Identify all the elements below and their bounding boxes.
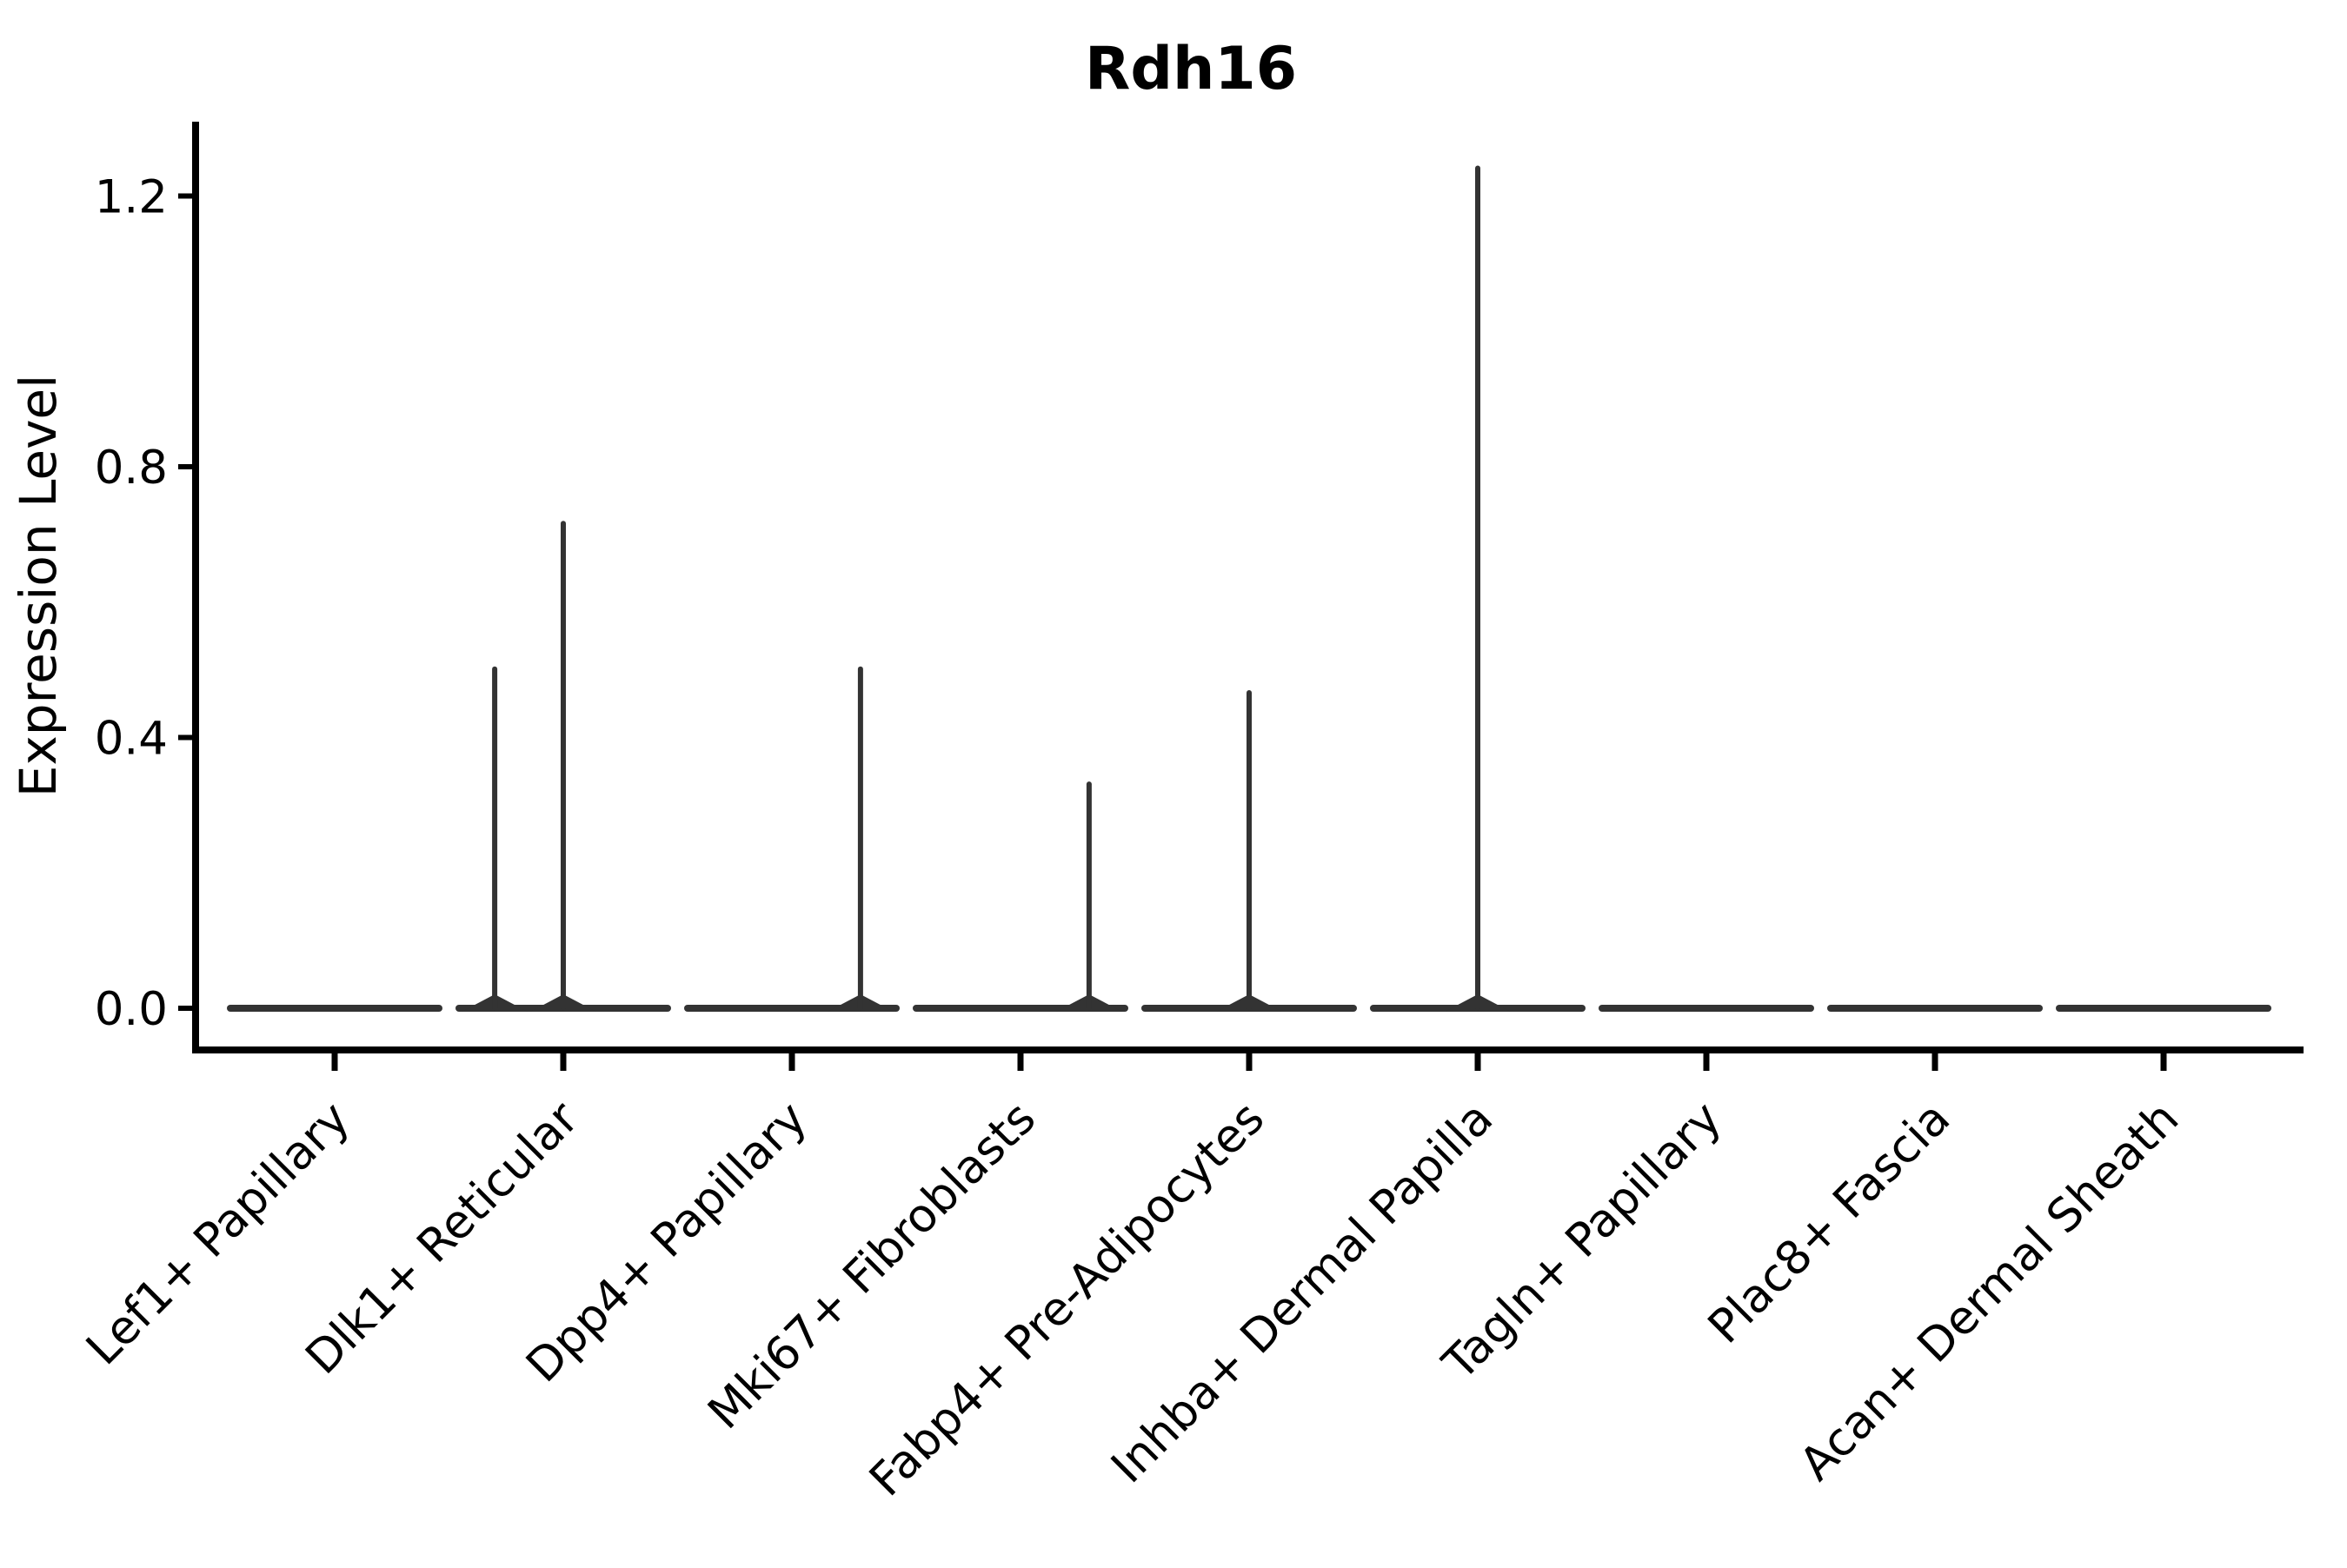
axes-spines [192,122,2304,1053]
violin [1370,165,1586,1012]
y-tick-label: 1.2 [95,171,168,224]
x-tick-label: Inhba+ Dermal Papilla [1101,1092,1503,1493]
chart-title: Rdh16 [1085,35,1297,103]
y-tick-label: 0.4 [95,713,168,766]
violin [684,666,900,1012]
y-axis: 0.0 0.4 0.8 1.2 [95,171,196,1036]
x-tick-label: Acan+ Dermal Sheath [1790,1092,2189,1491]
x-tick-label: Fabp4+ Pre-Adipocytes [860,1092,1274,1506]
violins [227,165,2271,1012]
y-axis-label: Expression Level [9,375,68,797]
violin [913,781,1128,1012]
y-tick-label: 0.0 [95,983,168,1036]
violin [455,521,671,1012]
y-tick-label: 0.8 [95,442,168,495]
violin [1141,689,1357,1012]
x-tick-label: Plac8+ Fascia [1699,1092,1960,1353]
